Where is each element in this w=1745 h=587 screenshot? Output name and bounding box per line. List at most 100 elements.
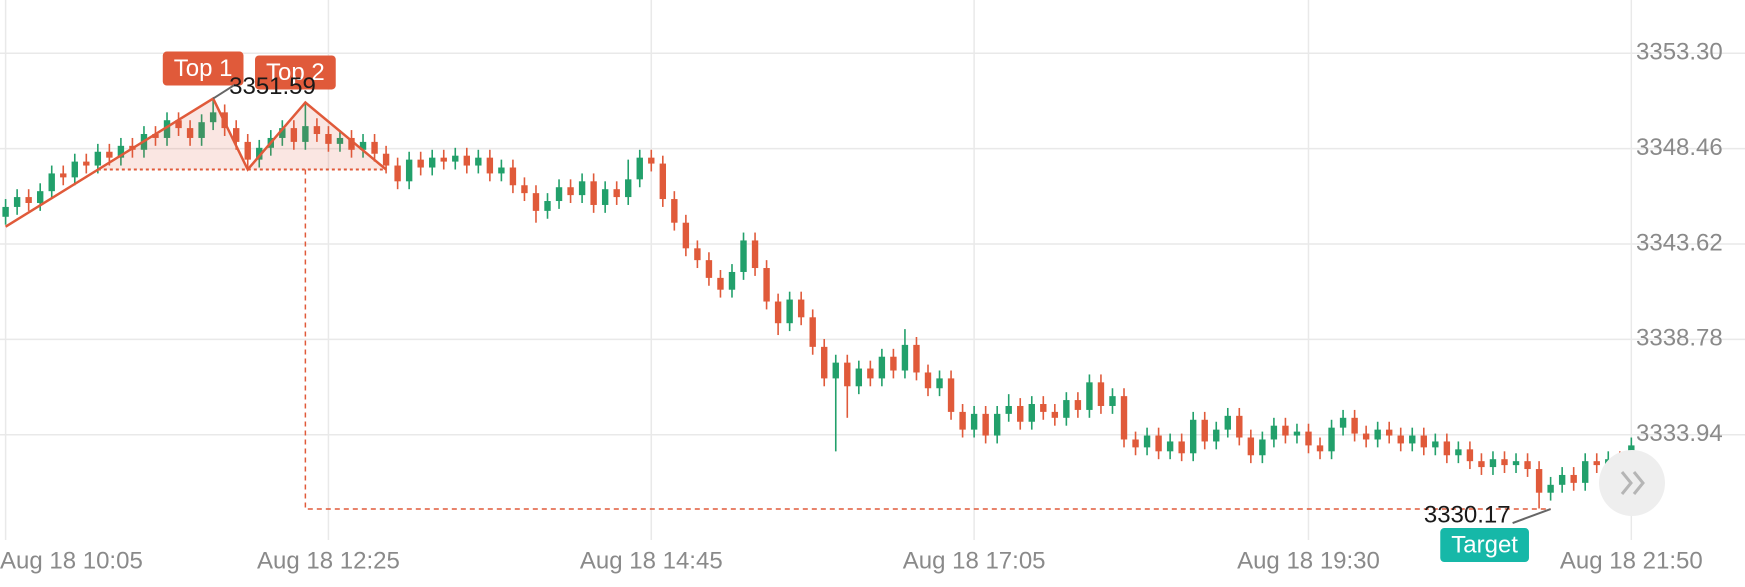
candle-body [475,157,482,166]
scroll-latest-button[interactable] [1599,450,1665,516]
candle-body [867,368,874,379]
overlay: 3353.30 3348.46 3343.62 3338.78 3333.94 Aug 1… [0,39,1723,575]
candle-body [890,356,897,371]
candle-body [1282,425,1289,436]
candle-body [429,157,436,168]
candle-body [2,206,9,217]
candle-body [521,185,528,194]
y-tick-label: 3353.30 [1636,39,1723,66]
candle-body [1178,441,1185,454]
candle-body [532,193,540,211]
candle-body [302,126,309,142]
peak-badge: Top 1 [162,51,244,86]
candle-body [659,163,667,200]
plot-area [2,98,1635,509]
candle-body [1270,425,1278,440]
candle-body [290,128,298,142]
candle-body [1501,459,1508,466]
candle-body [313,126,321,135]
candle-body [117,145,125,158]
candle-body [1328,427,1335,452]
candle-body [175,120,182,129]
candle-body [1316,445,1324,452]
candle-body [1040,404,1047,412]
candle-body [1535,469,1543,493]
candle-body [763,268,770,302]
candle-body [613,189,620,198]
candle-body [1351,417,1358,434]
candle-body [1489,459,1497,468]
candle-body [959,411,966,430]
candle-body [325,134,332,144]
candle-body [452,155,459,162]
candle-body [1028,404,1035,422]
candle-body [878,356,886,379]
candle-body [25,197,32,203]
candle-body [855,368,863,387]
candle-body [256,147,263,160]
annotation-connector [1512,508,1551,524]
candle-body [774,301,782,324]
candle-body [1409,435,1416,444]
peak-badge: Top 2 [255,55,336,90]
x-tick-label: Aug 18 14:45 [580,547,723,574]
candle-body [198,122,205,138]
candle-body [797,299,805,318]
candle-body [936,378,943,389]
candle-body [1132,439,1139,448]
y-tick-label: 3333.94 [1636,420,1723,447]
candle-body [1120,396,1128,440]
candle-body [233,128,240,142]
candle-body [578,181,586,196]
peak-badge-text: Top 2 [266,59,325,86]
candle-body [924,372,932,389]
target-price-label: 3330.17 [1424,501,1511,528]
x-tick-label: Aug 18 17:05 [903,547,1046,574]
peak-price-label: 3351.59 [229,73,316,100]
candle-body [1547,484,1554,493]
candle-body [567,187,574,196]
candle-body [1086,382,1093,410]
candle-body [1097,382,1105,406]
candle-body [394,165,401,182]
candle-body [106,151,113,158]
candle-body [1305,431,1312,446]
annotation-connector [212,83,236,100]
candle-body [740,240,747,272]
candle-body [705,260,713,278]
pattern-fill [98,98,387,170]
button-icon[interactable] [1620,471,1645,495]
candle-body [947,378,955,412]
candle-body [382,153,390,166]
candle-body [636,157,643,180]
candle-body [544,201,551,211]
candle-body [832,362,839,379]
x-tick-label: Aug 18 21:50 [1560,547,1703,574]
candle-body [1339,417,1347,428]
candle-body [1051,411,1059,418]
candle-body [1017,405,1024,422]
candle-body [1570,474,1577,483]
peak-badge-text: Top 1 [174,55,233,82]
x-tick-label: Aug 18 10:05 [0,547,143,574]
candle-body [336,137,344,144]
candle-body [359,141,367,150]
peak-badge-bg [162,51,244,86]
candle-body [152,134,159,138]
candle-body [13,197,21,207]
candle-body [901,344,909,371]
candle-body [555,187,563,202]
candle-body [982,413,989,436]
candle-body [509,167,517,186]
candle-body [279,128,286,138]
candle-body [1063,400,1070,418]
candle-body [1155,435,1162,452]
candle-body [371,141,378,154]
candle-body [970,413,978,430]
candle-body [844,362,851,387]
candle-body [648,157,655,164]
candle-body [1259,439,1266,456]
candle-body [1466,449,1474,462]
candle-body [463,155,470,166]
